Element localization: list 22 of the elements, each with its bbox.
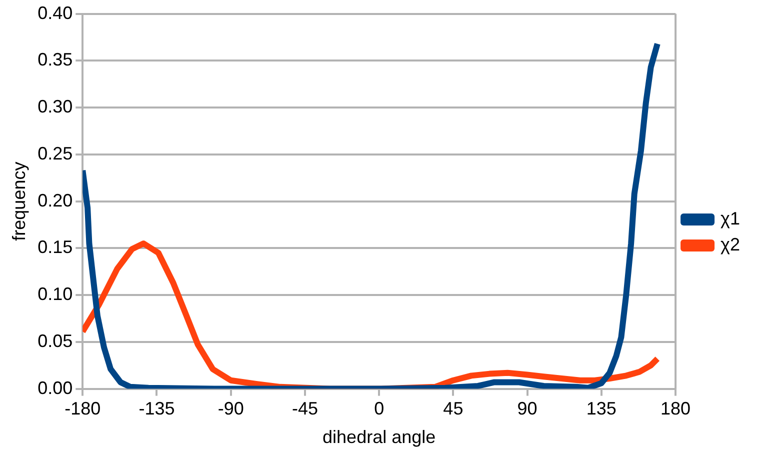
- legend-label: χ2: [720, 234, 740, 254]
- y-axis-title: frequency: [8, 162, 29, 241]
- x-tick-label: -90: [218, 398, 244, 419]
- x-tick-label: 0: [374, 398, 384, 419]
- y-tick-label: 0.20: [38, 190, 73, 210]
- y-tick-label: 0.25: [38, 143, 73, 164]
- y-tick-label: 0.05: [38, 330, 73, 351]
- x-tick-label: 135: [586, 398, 616, 419]
- x-tick-label: 45: [443, 398, 464, 419]
- y-tick-label: 0.30: [38, 96, 73, 117]
- x-tick-label: 180: [660, 398, 691, 419]
- x-tick-label: -135: [138, 398, 175, 419]
- x-tick-label: -180: [64, 398, 101, 419]
- x-tick-label: -45: [292, 398, 318, 419]
- x-axis-title: dihedral angle: [322, 427, 436, 448]
- y-tick-label: 0.35: [38, 50, 73, 70]
- y-tick-label: 0.00: [38, 378, 73, 398]
- y-tick-label: 0.10: [38, 284, 73, 304]
- legend-label: χ1: [720, 208, 740, 228]
- y-tick-label: 0.40: [38, 2, 73, 23]
- x-tick-label: 90: [517, 398, 538, 419]
- y-tick-label: 0.15: [38, 237, 73, 258]
